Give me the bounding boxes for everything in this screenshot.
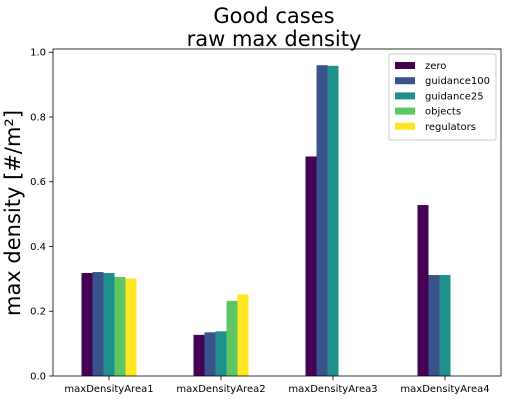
bar [215,331,227,376]
bars [81,65,451,377]
bar [428,274,440,376]
y-tick-label: 0.8 [30,112,46,123]
legend-label: zero [425,61,446,72]
bar [417,205,429,376]
x-tick-label: maxDensityArea1 [64,384,153,395]
chart-subtitle: raw max density [187,27,362,51]
y-tick-label: 0.0 [30,372,46,383]
x-tick-label: maxDensityArea2 [176,384,265,395]
bar [237,294,249,376]
legend-swatch [395,92,415,100]
bar [92,272,104,376]
x-tick-label: maxDensityArea3 [288,384,377,395]
bar [114,276,126,376]
y-tick-label: 0.6 [30,177,46,188]
bar [439,274,451,376]
legend-label: objects [425,107,461,118]
y-tick-label: 1.0 [30,48,46,59]
legend-label: guidance100 [425,76,490,87]
bar [226,300,238,376]
bar [193,334,205,376]
plot-frame [52,48,502,377]
legend-label: regulators [425,122,476,133]
y-tick-label: 0.4 [30,242,46,253]
y-axis: 0.0 0.2 0.4 0.6 0.8 1.0 [30,48,53,383]
legend-swatch [395,122,415,130]
legend-swatch [395,107,415,115]
legend-swatch [395,62,415,69]
legend-box [388,53,497,141]
legend-label: guidance25 [425,91,484,102]
bar [316,65,328,377]
chart-title: Good cases [213,4,334,28]
legend: zero guidance100 guidance25 objects regulato… [388,53,497,141]
legend-swatch [395,77,415,85]
bar [327,65,339,377]
bar [305,156,317,376]
bar [125,278,137,376]
x-tick-label: maxDensityArea4 [400,384,489,395]
bar [204,332,216,376]
bar [81,273,93,376]
y-axis-label: max density [#/m²] [1,110,25,316]
y-tick-label: 0.2 [30,307,46,318]
x-axis: maxDensityArea1 maxDensityArea2 maxDensity… [64,376,490,395]
bar [103,273,115,376]
